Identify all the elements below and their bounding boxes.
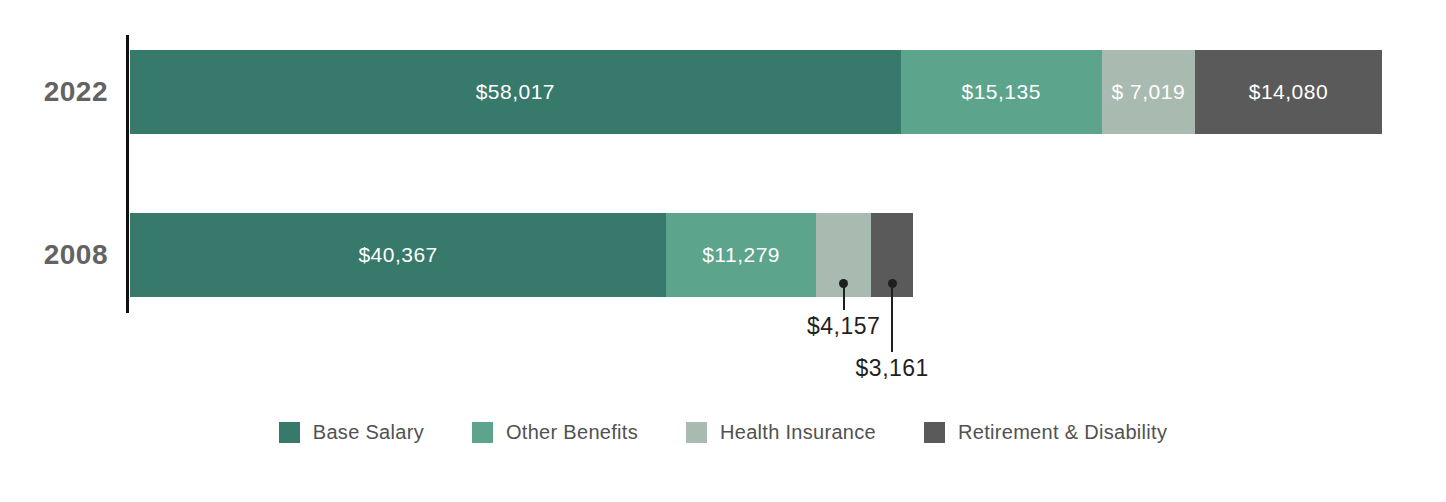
segment-value-label: $11,279 [702,243,780,267]
segment-value-label: $40,367 [358,243,437,267]
callout-line-retirement-disability-2008 [891,283,893,352]
segment-base-salary-2022: $58,017 [130,50,901,134]
category-label-2008: 2008 [0,213,108,297]
category-label-2022: 2022 [0,50,108,134]
legend-item-other-benefits: Other Benefits [472,421,638,444]
legend-label-other-benefits: Other Benefits [506,421,638,444]
legend-item-base-salary: Base Salary [279,421,424,444]
segment-value-label: $58,017 [476,80,555,104]
bar-row-2008: $40,367 $11,279 [130,213,913,297]
legend-label-base-salary: Base Salary [313,421,424,444]
legend-item-retirement-disability: Retirement & Disability [924,421,1167,444]
callout-label-retirement-disability-2008: $3,161 [817,355,967,382]
callout-line-health-insurance-2008 [843,283,845,310]
segment-other-benefits-2022: $15,135 [901,50,1102,134]
chart-canvas: 2022 $58,017 $15,135 $ 7,019 $14,080 2008 $40,… [0,0,1446,502]
segment-retirement-disability-2022: $14,080 [1195,50,1382,134]
segment-health-insurance-2022: $ 7,019 [1102,50,1195,134]
callout-label-health-insurance-2008: $4,157 [769,313,919,340]
segment-value-label: $14,080 [1249,80,1328,104]
segment-value-label: $ 7,019 [1112,80,1186,104]
legend-item-health-insurance: Health Insurance [686,421,876,444]
legend-label-retirement-disability: Retirement & Disability [958,421,1167,444]
bar-row-2022: $58,017 $15,135 $ 7,019 $14,080 [130,50,1382,134]
segment-value-label: $15,135 [961,80,1040,104]
legend-swatch-retirement-disability [924,422,945,443]
segment-base-salary-2008: $40,367 [130,213,666,297]
legend-swatch-health-insurance [686,422,707,443]
chart-legend: Base Salary Other Benefits Health Insuranc… [0,421,1446,444]
legend-label-health-insurance: Health Insurance [720,421,876,444]
segment-other-benefits-2008: $11,279 [666,213,816,297]
y-axis-line [126,35,129,313]
legend-swatch-other-benefits [472,422,493,443]
legend-swatch-base-salary [279,422,300,443]
